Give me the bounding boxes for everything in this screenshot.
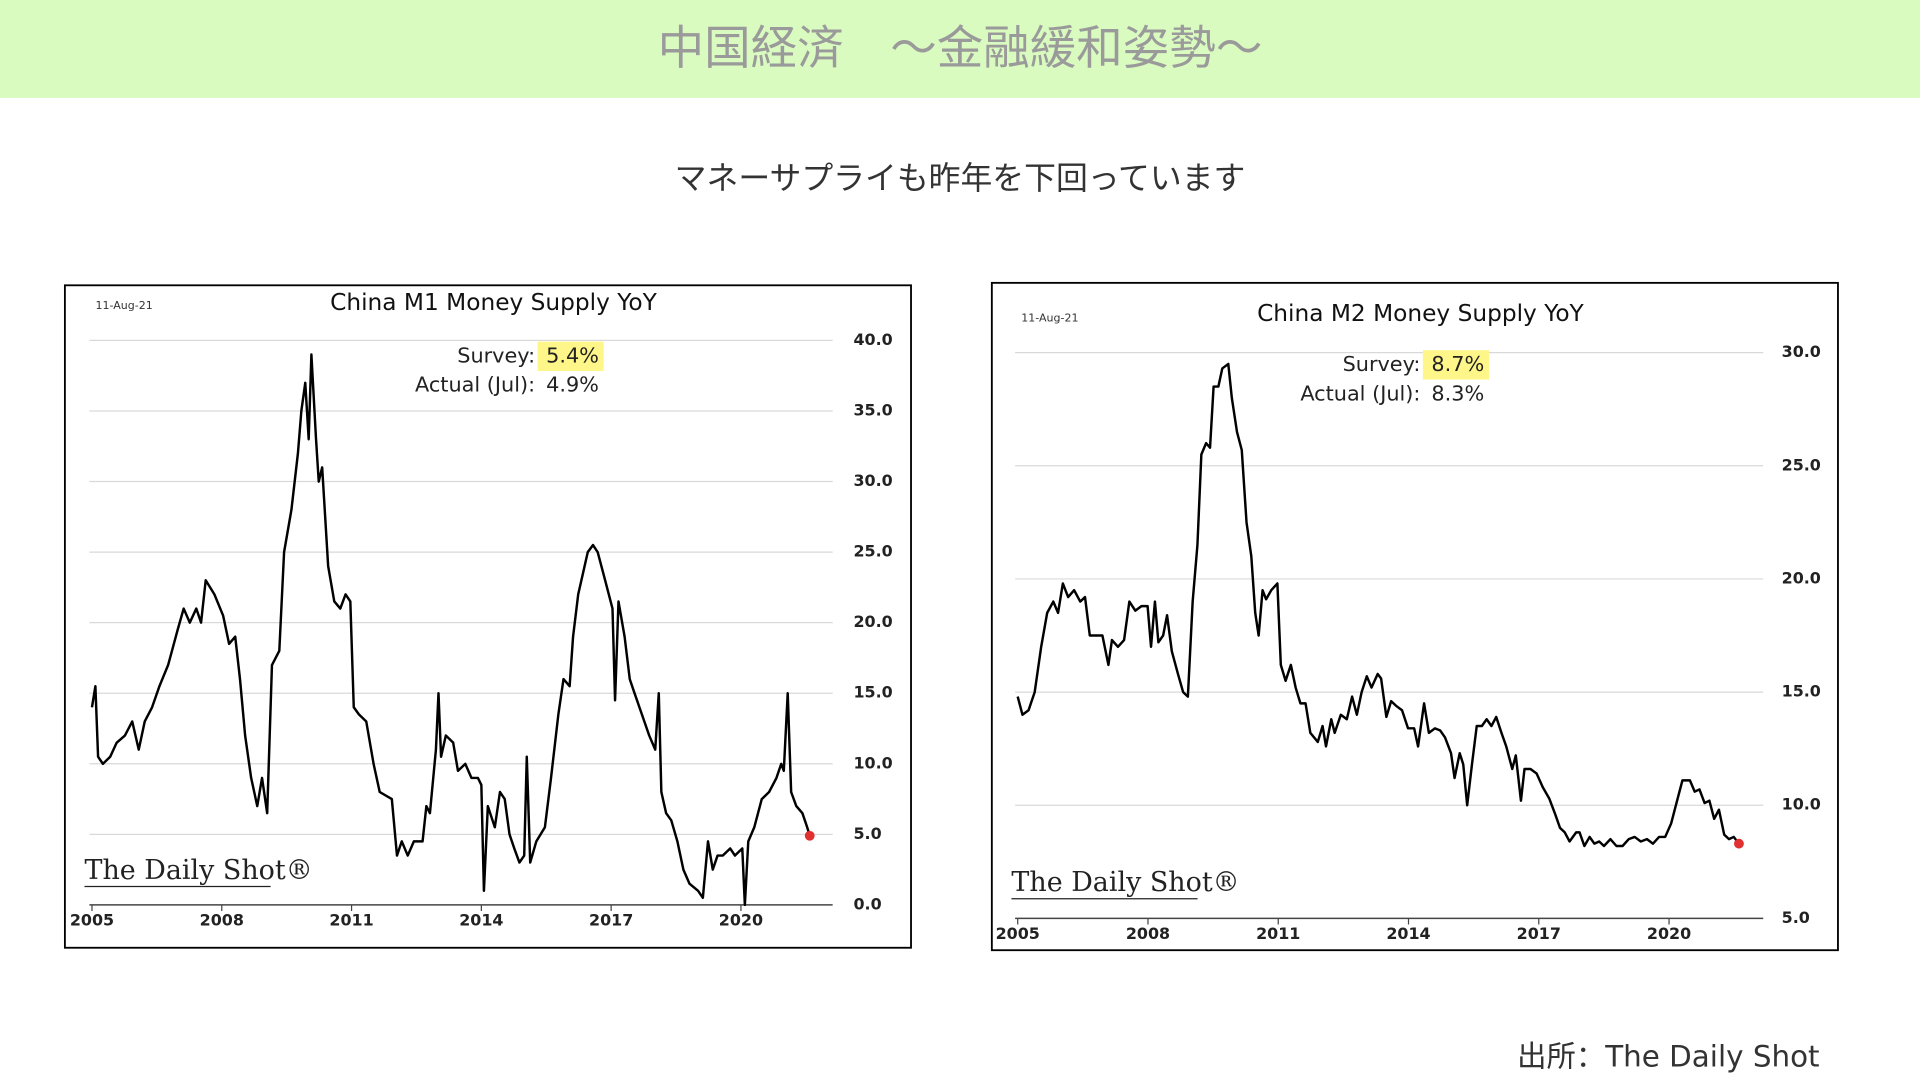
date-label: 11-Aug-21 bbox=[96, 299, 153, 312]
x-tick-label: 2008 bbox=[1126, 924, 1170, 943]
end-marker bbox=[1734, 838, 1744, 849]
x-tick-label: 2020 bbox=[1647, 924, 1691, 943]
y-tick-label: 15.0 bbox=[1782, 682, 1821, 701]
y-tick-label: 20.0 bbox=[853, 612, 892, 631]
slide-title: 中国経済 ～金融緩和姿勢～ bbox=[658, 21, 1263, 75]
y-tick-label: 15.0 bbox=[853, 683, 892, 702]
x-tick-label: 2017 bbox=[1517, 924, 1561, 943]
x-tick-label: 2005 bbox=[70, 910, 114, 929]
annotation-value: 8.7% bbox=[1431, 352, 1484, 376]
annotation-highlight bbox=[1422, 350, 1489, 380]
y-tick-label: 40.0 bbox=[853, 330, 892, 349]
watermark: The Daily Shot® bbox=[1011, 867, 1239, 898]
data-line bbox=[1016, 362, 1740, 848]
data-line bbox=[90, 353, 811, 907]
annotation-label: Actual (Jul): bbox=[415, 373, 535, 397]
y-tick-label: 20.0 bbox=[1782, 568, 1821, 587]
chart-frame bbox=[63, 284, 912, 949]
x-tick-label: 2014 bbox=[459, 910, 503, 929]
annotation-value: 4.9% bbox=[546, 373, 599, 397]
watermark: The Daily Shot® bbox=[84, 855, 312, 886]
y-tick-label: 5.0 bbox=[1782, 908, 1810, 927]
chart-title: China M2 Money Supply YoY bbox=[1257, 300, 1584, 327]
x-tick-label: 2011 bbox=[329, 910, 373, 929]
chart-frame bbox=[990, 281, 1839, 952]
annotation-label: Actual (Jul): bbox=[1300, 381, 1420, 405]
source: 出所：The Daily Shot bbox=[1517, 1039, 1820, 1073]
annotation-label: Survey: bbox=[457, 343, 535, 367]
slide-subtitle: マネーサプライも昨年を下回っています bbox=[675, 159, 1246, 197]
header-band bbox=[0, 0, 1920, 98]
x-tick-label: 2008 bbox=[200, 910, 244, 929]
y-tick-label: 30.0 bbox=[1782, 342, 1821, 361]
y-tick-label: 10.0 bbox=[853, 753, 892, 772]
chart-title: China M1 Money Supply YoY bbox=[330, 289, 657, 316]
y-tick-label: 0.0 bbox=[853, 894, 881, 913]
y-tick-label: 25.0 bbox=[1782, 455, 1821, 474]
x-tick-label: 2017 bbox=[589, 910, 633, 929]
annotation-label: Survey: bbox=[1343, 352, 1421, 376]
y-tick-label: 25.0 bbox=[853, 542, 892, 561]
x-tick-label: 2014 bbox=[1386, 924, 1430, 943]
x-tick-label: 2020 bbox=[719, 910, 763, 929]
annotation-value: 8.3% bbox=[1431, 381, 1484, 405]
end-marker bbox=[804, 830, 815, 841]
annotation-value: 5.4% bbox=[546, 343, 599, 367]
date-label: 11-Aug-21 bbox=[1021, 311, 1078, 324]
x-tick-label: 2011 bbox=[1256, 924, 1300, 943]
y-tick-label: 30.0 bbox=[853, 471, 892, 490]
y-tick-label: 35.0 bbox=[853, 400, 892, 419]
x-tick-label: 2005 bbox=[996, 924, 1040, 943]
y-tick-label: 10.0 bbox=[1782, 795, 1821, 814]
y-tick-label: 5.0 bbox=[853, 824, 881, 843]
annotation-highlight bbox=[537, 341, 604, 372]
